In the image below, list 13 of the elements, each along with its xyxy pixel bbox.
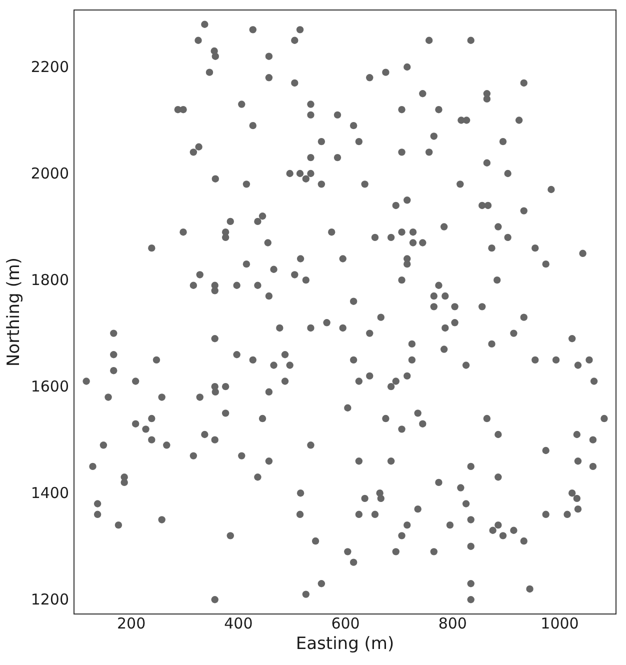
y-tick-label: 1800 bbox=[30, 270, 69, 289]
x-tick-label: 800 bbox=[438, 614, 467, 633]
y-tick-label: 2200 bbox=[30, 58, 69, 76]
x-tick-label: 400 bbox=[224, 614, 253, 633]
x-tick-label: 1000 bbox=[540, 614, 579, 633]
x-tick-label: 200 bbox=[116, 614, 146, 633]
x-tick-label: 600 bbox=[331, 614, 360, 633]
y-axis-title: Northing (m) bbox=[4, 257, 24, 367]
y-tick-label: 2000 bbox=[30, 164, 69, 182]
x-axis-title: Easting (m) bbox=[296, 634, 394, 654]
y-tick-label: 1400 bbox=[30, 484, 69, 502]
y-tick-label: 1600 bbox=[30, 377, 69, 396]
y-tick-label: 1200 bbox=[30, 590, 69, 608]
